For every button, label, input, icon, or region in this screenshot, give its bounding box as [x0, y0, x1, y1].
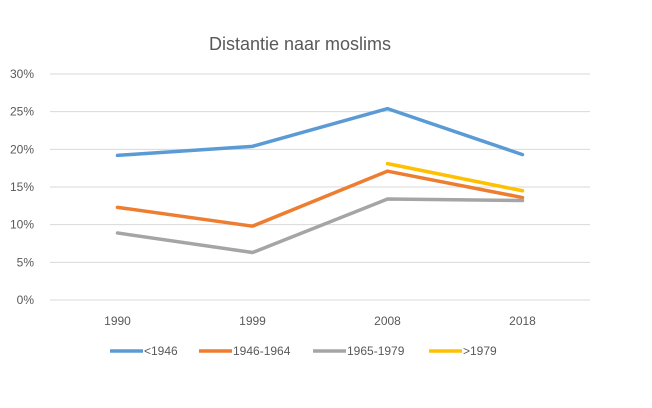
legend-label: <1946 [144, 344, 178, 358]
series-lines [115, 106, 525, 255]
chart-title: Distantie naar moslims [209, 34, 391, 54]
legend-item: <1946 [110, 344, 178, 358]
y-tick-label: 10% [10, 218, 34, 232]
y-axis-ticks: 0% 5% 10% 15% 20% 25% 30% [10, 67, 34, 307]
x-tick-label: 1999 [239, 314, 266, 328]
series-line-0 [115, 106, 525, 158]
x-tick-label: 2018 [509, 314, 536, 328]
x-tick-label: 1990 [104, 314, 131, 328]
legend-label: 1946-1964 [233, 344, 291, 358]
series-line-1 [115, 169, 525, 228]
legend-label: >1979 [463, 344, 497, 358]
y-tick-label: 20% [10, 142, 34, 156]
y-tick-label: 0% [17, 293, 35, 307]
y-tick-label: 5% [17, 255, 35, 269]
legend-label: 1965-1979 [347, 344, 405, 358]
legend: <1946 1946-1964 1965-1979 >1979 [110, 344, 497, 358]
legend-item: >1979 [429, 344, 497, 358]
x-axis-ticks: 1990 1999 2008 2018 [104, 314, 536, 328]
y-tick-label: 15% [10, 180, 34, 194]
series-line-2 [115, 197, 525, 255]
y-tick-label: 30% [10, 67, 34, 81]
series-line-3 [385, 161, 525, 193]
legend-item: 1946-1964 [199, 344, 291, 358]
y-tick-label: 25% [10, 105, 34, 119]
x-tick-label: 2008 [374, 314, 401, 328]
legend-item: 1965-1979 [313, 344, 405, 358]
